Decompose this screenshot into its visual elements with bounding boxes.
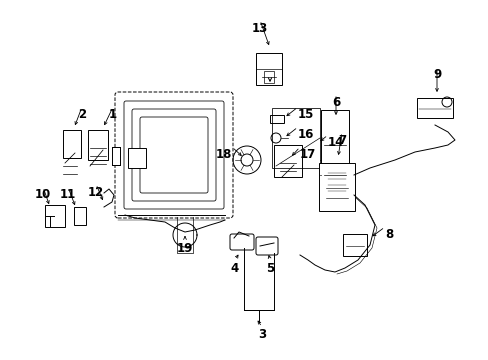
FancyBboxPatch shape	[229, 234, 253, 250]
Bar	[271, 108, 319, 168]
Bar	[63, 130, 81, 158]
Text: 9: 9	[432, 68, 440, 81]
Text: 11: 11	[60, 189, 76, 202]
Text: 7: 7	[337, 134, 346, 147]
Bar	[320, 110, 348, 190]
Text: 15: 15	[297, 108, 314, 122]
FancyBboxPatch shape	[115, 92, 232, 218]
Text: 12: 12	[88, 185, 104, 198]
FancyBboxPatch shape	[256, 237, 278, 255]
Bar	[112, 147, 120, 165]
Bar	[416, 98, 452, 118]
Bar	[264, 71, 273, 83]
Text: 8: 8	[384, 229, 392, 242]
Bar	[256, 53, 282, 85]
Text: 10: 10	[35, 189, 51, 202]
FancyBboxPatch shape	[318, 163, 354, 211]
Text: 3: 3	[257, 328, 265, 342]
Text: 1: 1	[109, 108, 117, 122]
Bar	[342, 234, 366, 256]
Text: 4: 4	[230, 261, 239, 274]
Text: 2: 2	[78, 108, 86, 122]
Text: 5: 5	[265, 261, 274, 274]
Text: 17: 17	[299, 148, 316, 162]
Bar	[88, 130, 108, 160]
Text: 14: 14	[327, 136, 344, 149]
Bar	[128, 148, 146, 168]
Text: 19: 19	[177, 242, 193, 255]
FancyBboxPatch shape	[273, 145, 302, 177]
Bar	[269, 115, 284, 123]
FancyBboxPatch shape	[45, 205, 65, 227]
Text: 18: 18	[215, 148, 231, 162]
Text: 16: 16	[297, 129, 314, 141]
Text: 6: 6	[331, 95, 340, 108]
Text: 13: 13	[251, 22, 267, 35]
Bar	[74, 207, 86, 225]
